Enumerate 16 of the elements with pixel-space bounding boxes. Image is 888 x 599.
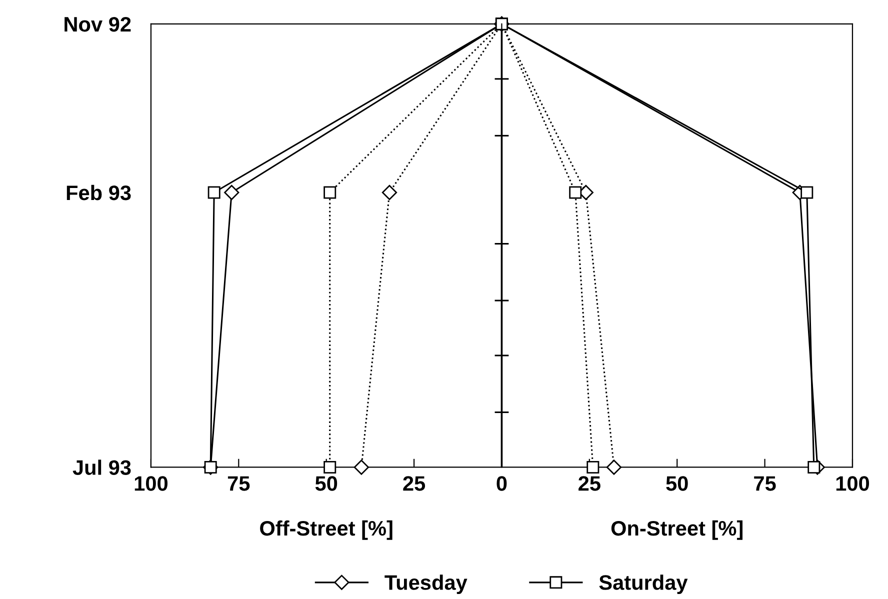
x-tick-label: 75 <box>228 476 250 491</box>
legend-label: Tuesday <box>384 574 468 594</box>
y-tick-label: Feb 93 <box>66 184 131 200</box>
text: Off-Street [%] <box>260 520 392 540</box>
x-tick-label: 100 <box>134 476 168 491</box>
x-tick-label: 25 <box>578 476 600 491</box>
x-tick-label: 50 <box>666 476 688 491</box>
text: On-Street [%] <box>611 520 742 540</box>
x-tick-label: 50 <box>315 476 338 491</box>
x-tick-label: 75 <box>754 476 776 491</box>
y-tick-label: Nov 92 <box>64 16 131 32</box>
x-tick-label: 25 <box>403 476 426 491</box>
legend-label: Saturday <box>599 574 688 594</box>
x-tick-label: 0 <box>496 476 507 491</box>
y-tick-label: Jul 93 <box>72 460 131 476</box>
x-tick-label: 100 <box>836 476 870 491</box>
